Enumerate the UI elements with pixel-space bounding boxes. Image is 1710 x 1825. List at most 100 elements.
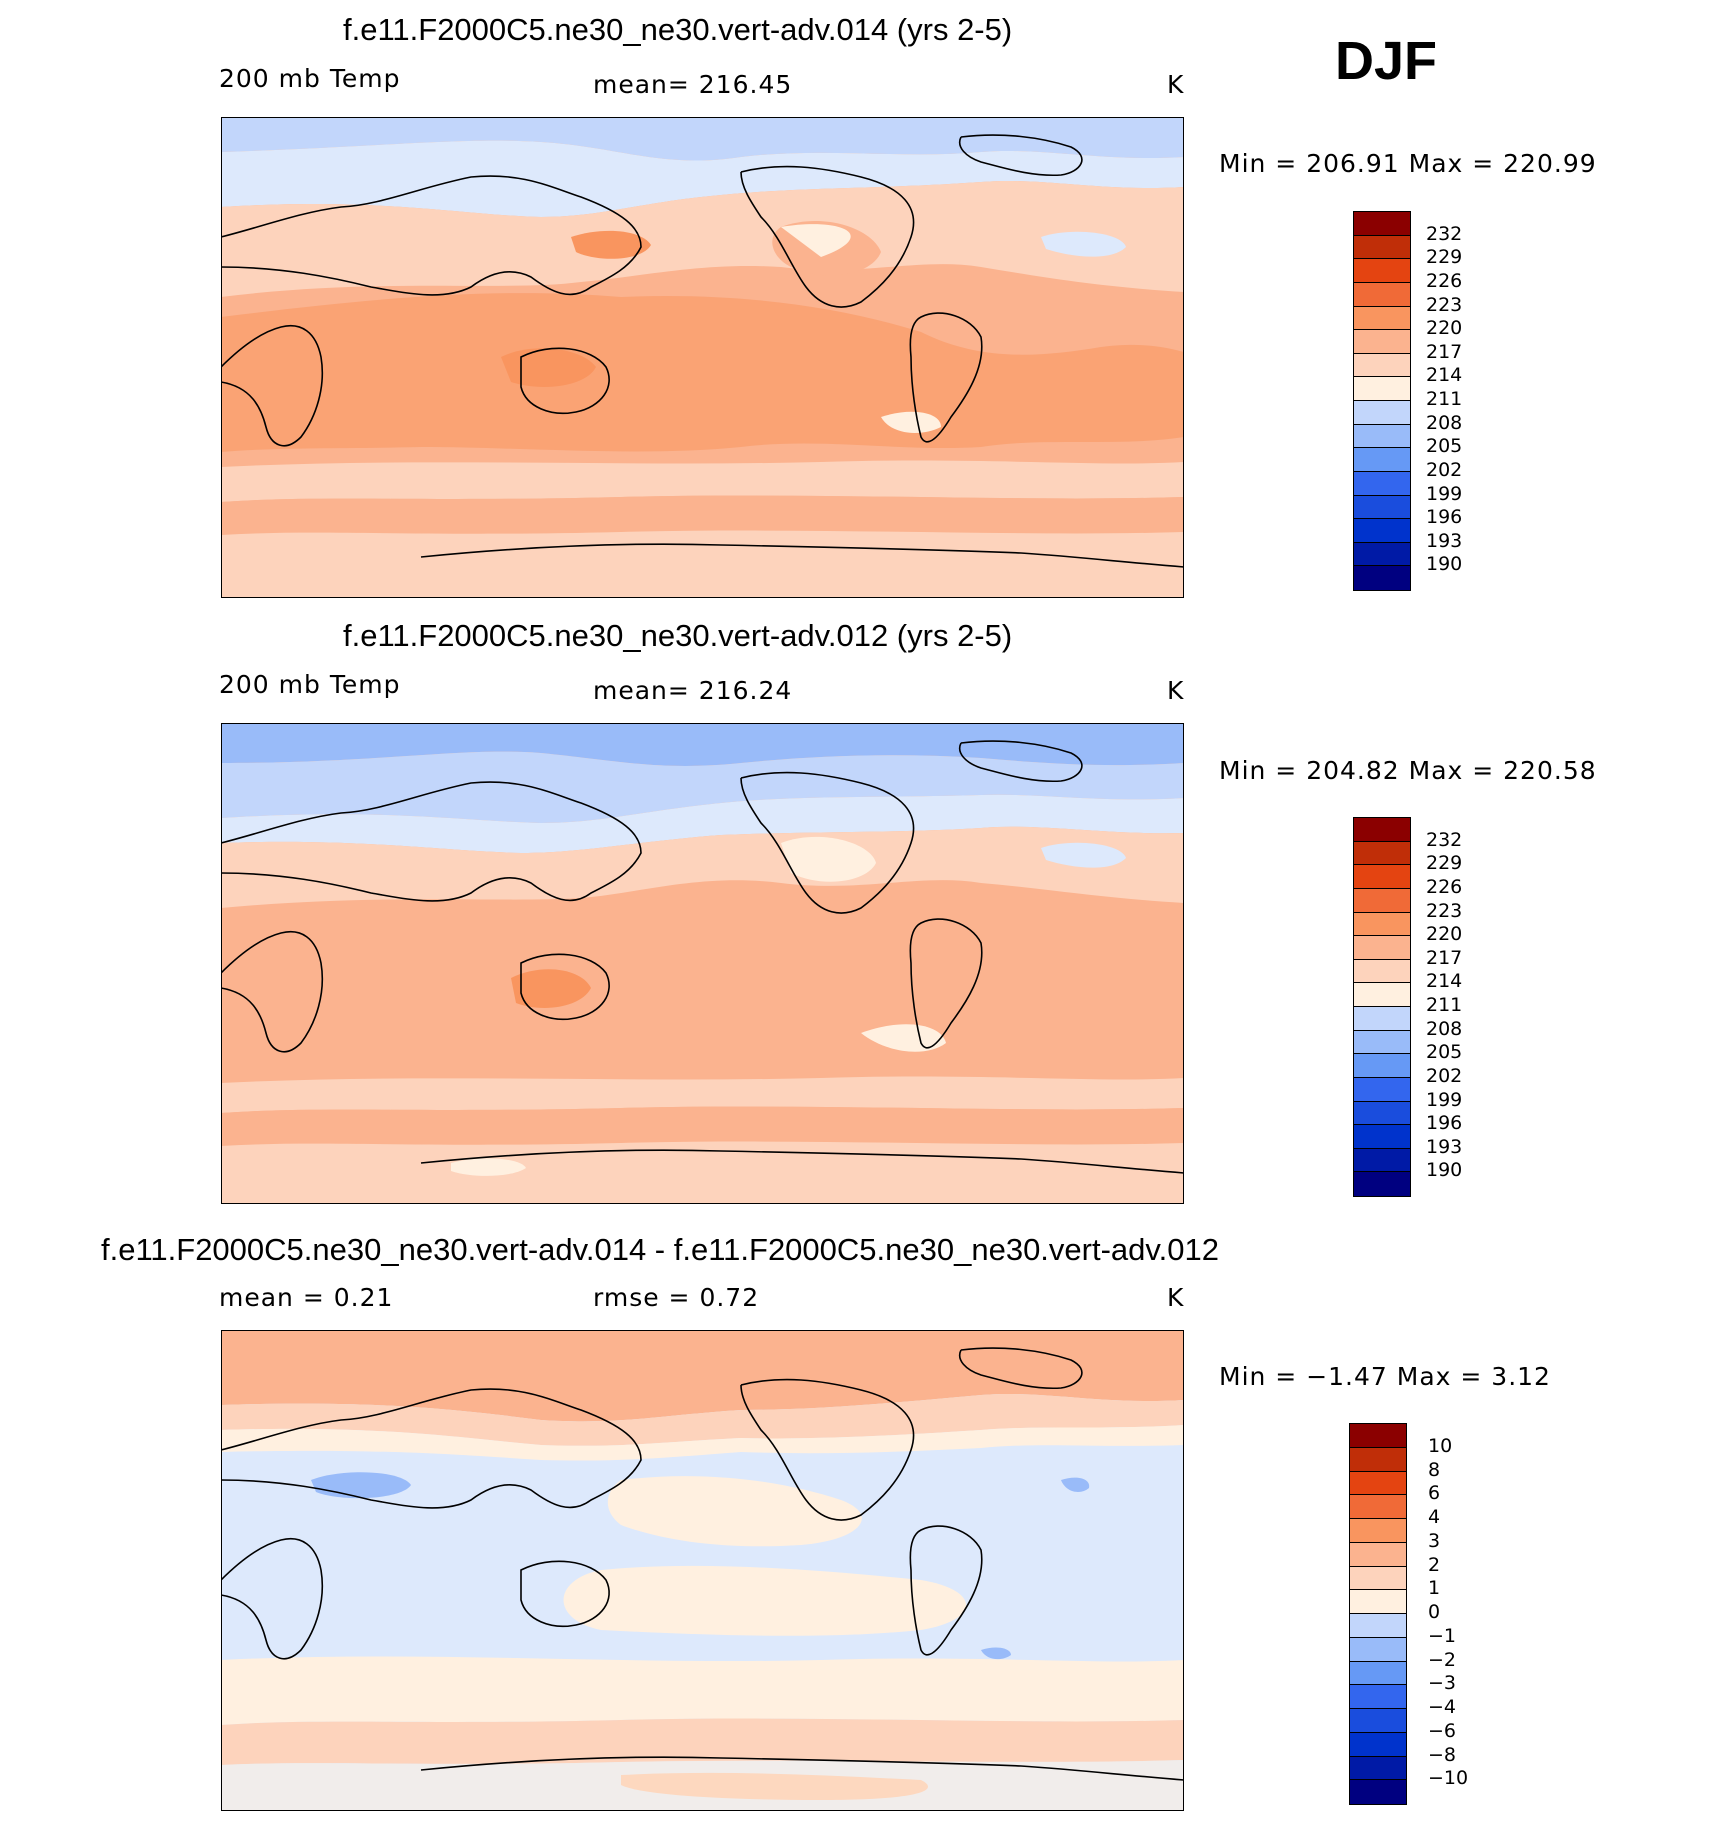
colorbar-cell: [1354, 212, 1410, 236]
colorbar-cell: [1354, 471, 1410, 496]
colorbar-tick-label: 190: [1426, 1159, 1463, 1182]
panel-1-coast-africa: [221, 325, 324, 447]
colorbar-cell: [1354, 377, 1410, 401]
panel-1-contour-south-pacific-cool: [881, 411, 941, 433]
panel-2-colorbar: [1353, 817, 1411, 1197]
colorbar-cell: [1350, 1495, 1406, 1519]
colorbar-cell: [1354, 1148, 1410, 1173]
panel-2-contour-southern-band: [221, 1106, 1184, 1146]
colorbar-cell: [1350, 1471, 1406, 1496]
panel-3-contour-neutral-north: [221, 1425, 1184, 1461]
colorbar-tick-label: 217: [1426, 340, 1463, 363]
panel-3-coastlines: [221, 1347, 1184, 1781]
panel-3-minmax: Min = −1.47 Max = 3.12: [1219, 1362, 1551, 1391]
panel-2-contour-southern-ocean: [221, 1076, 1184, 1113]
panel-3-contour-map: [221, 1330, 1184, 1811]
colorbar-tick-label: 0: [1428, 1601, 1441, 1623]
colorbar-cell: [1350, 1709, 1406, 1733]
colorbar-tick-label: 10: [1428, 1434, 1453, 1457]
colorbar-tick-label: −6: [1428, 1719, 1457, 1742]
panel-1-coastlines: [221, 134, 1184, 568]
colorbar-cell: [1354, 542, 1410, 567]
colorbar-tick-label: 202: [1426, 458, 1463, 481]
colorbar-tick-label: 217: [1426, 946, 1463, 969]
panel-1-coast-antarctica: [420, 543, 1184, 568]
colorbar-tick-label: 223: [1426, 899, 1463, 922]
colorbar-cell: [1354, 912, 1410, 937]
panel-2-coast-eurasia: [221, 781, 642, 902]
panel-1-contour-antarctic: [221, 530, 1184, 598]
colorbar-cell: [1354, 1172, 1410, 1196]
panel-3-title: f.e11.F2000C5.ne30_ne30.vert-adv.014 - f…: [101, 1232, 1219, 1267]
panel-2-contour-map: [221, 723, 1184, 1204]
colorbar-cell: [1354, 353, 1410, 378]
colorbar-tick-label: −2: [1428, 1648, 1457, 1671]
colorbar-cell: [1350, 1685, 1406, 1709]
panel-2-contour-south-pacific-cool: [861, 1024, 946, 1052]
panel-1-contour-arctic: [221, 117, 1184, 161]
colorbar-cell: [1354, 1077, 1410, 1102]
panel-1-contour-midlat-north: [221, 180, 1184, 297]
panel-1-coast-north-america: [740, 165, 915, 308]
colorbar-cell: [1354, 448, 1410, 472]
panel-1-title: f.e11.F2000C5.ne30_ne30.vert-adv.014 (yr…: [343, 12, 1013, 47]
panel-3-units-label: K: [1167, 1283, 1185, 1312]
colorbar-cell: [1354, 888, 1410, 913]
colorbar-tick-label: 229: [1426, 246, 1463, 269]
colorbar-tick-label: 3: [1428, 1529, 1441, 1552]
panel-3-contour-southern-warm: [221, 1718, 1184, 1765]
panel-2-contour-antarctic-cool: [451, 1158, 526, 1176]
panel-1-coast-south-america: [909, 312, 983, 443]
panel-2-coast-africa: [221, 931, 324, 1053]
panel-3-contour-south-america-cool: [981, 1647, 1011, 1660]
colorbar-tick-label: 211: [1426, 388, 1463, 410]
panel-2-contour-midlat-cool: [221, 794, 1184, 853]
colorbar-tick-label: 205: [1426, 435, 1463, 458]
colorbar-tick-label: 220: [1426, 923, 1463, 946]
colorbar-tick-label: 223: [1426, 293, 1463, 316]
panel-1-contour-southern-band: [221, 495, 1184, 535]
colorbar-cell: [1350, 1637, 1406, 1662]
colorbar-tick-label: 226: [1426, 269, 1463, 292]
colorbar-cell: [1354, 865, 1410, 889]
panel-1-contour-subarctic: [221, 140, 1184, 217]
colorbar-cell: [1354, 259, 1410, 283]
colorbar-cell: [1354, 1007, 1410, 1031]
colorbar-tick-label: 208: [1426, 1017, 1463, 1040]
colorbar-cell: [1354, 424, 1410, 449]
colorbar-cell: [1354, 235, 1410, 260]
colorbar-tick-label: 232: [1426, 222, 1463, 245]
colorbar-tick-label: 1: [1428, 1577, 1441, 1600]
colorbar-cell: [1354, 519, 1410, 543]
colorbar-tick-label: 190: [1426, 553, 1463, 576]
panel-2-contour-pacific-cool: [781, 836, 876, 882]
colorbar-cell: [1354, 1101, 1410, 1126]
colorbar-cell: [1350, 1780, 1406, 1804]
panel-1-mean-label: mean= 216.45: [593, 70, 793, 99]
colorbar-cell: [1354, 282, 1410, 307]
panel-2-contour-arctic: [221, 723, 1184, 766]
colorbar-tick-label: −1: [1428, 1624, 1457, 1647]
panel-3-coast-eurasia: [221, 1388, 642, 1509]
colorbar-cell: [1350, 1566, 1406, 1591]
colorbar-tick-label: −3: [1428, 1672, 1457, 1695]
colorbar-cell: [1354, 1125, 1410, 1149]
colorbar-tick-label: −10: [1428, 1767, 1469, 1790]
panel-2-map: [221, 723, 1184, 1204]
panel-3-contour-antarctic-neutral: [221, 1760, 1184, 1811]
panel-2-coast-south-america: [909, 918, 983, 1049]
panel-1-contour-tropics: [221, 293, 1184, 452]
panel-1-contour-japan-warm: [571, 230, 651, 259]
colorbar-cell: [1350, 1447, 1406, 1472]
colorbar-cell: [1354, 936, 1410, 960]
colorbar-tick-label: −4: [1428, 1696, 1457, 1718]
colorbar-tick-label: 193: [1426, 1135, 1463, 1158]
panel-1-coast-eurasia: [221, 175, 642, 296]
panel-1-contour-australia-warm: [501, 348, 596, 387]
panel-1-map: [221, 117, 1184, 598]
panel-1-contour-pacific-cool: [781, 224, 851, 257]
colorbar-tick-label: 226: [1426, 875, 1463, 898]
colorbar-cell: [1350, 1661, 1406, 1686]
panel-2-units-label: K: [1167, 676, 1185, 705]
panel-2-minmax: Min = 204.82 Max = 220.58: [1219, 756, 1597, 785]
